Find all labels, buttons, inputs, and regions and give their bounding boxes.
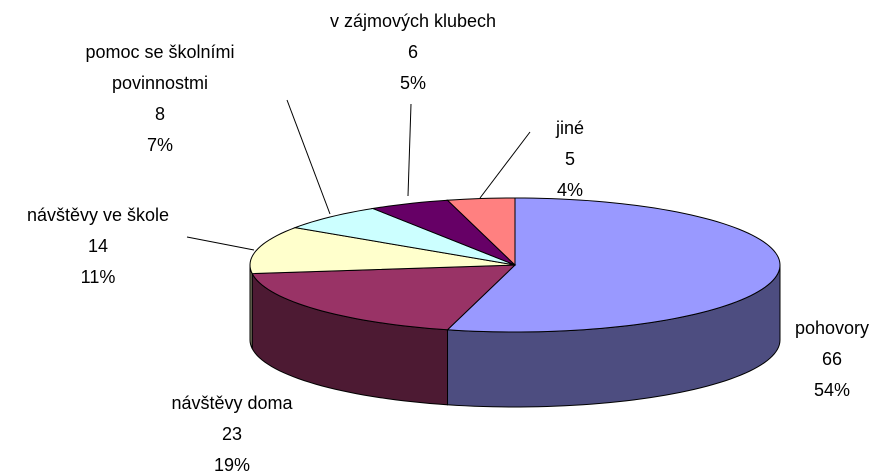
category-label: návštěvy doma [171,393,293,413]
percent-label: 5% [399,73,426,93]
value-label: 14 [87,236,109,256]
slice [293,207,516,266]
leader-line [407,103,412,197]
pie [249,197,781,408]
slice [446,197,516,267]
value-label: 66 [821,349,843,369]
category-label: v zájmových klubech [329,11,497,31]
percent-label: 4% [556,180,583,200]
category-label: pomoc se školními povinnostmi [85,42,235,93]
percent-label: 19% [213,455,251,471]
value-label: 5 [564,149,575,169]
percent-label: 54% [813,380,851,400]
percent-label: 7% [146,135,173,155]
slice-side [249,264,253,349]
value-label: 23 [221,424,243,444]
slice [249,227,516,275]
slice-label: pohovory 66 54% [732,313,883,406]
value-label: 6 [407,42,418,62]
category-label: pohovory [794,318,870,338]
slice [370,199,516,266]
leader-line [186,236,255,251]
category-label: jiné [555,118,585,138]
leader-line [479,131,531,199]
slice-label: jiné 5 4% [470,113,670,206]
slice-label: návštěvy doma 23 19% [132,388,332,471]
slice [446,197,781,333]
leader-line [286,99,331,215]
percent-label: 11% [80,267,116,287]
slice-label: návštěvy ve škole 14 11% [0,200,198,293]
slice-label: v zájmových klubech 6 5% [293,6,533,99]
category-label: návštěvy ve škole [26,205,170,225]
value-label: 8 [154,104,165,124]
slice-label: pomoc se školními povinnostmi 8 7% [75,37,245,161]
slice [251,264,517,331]
